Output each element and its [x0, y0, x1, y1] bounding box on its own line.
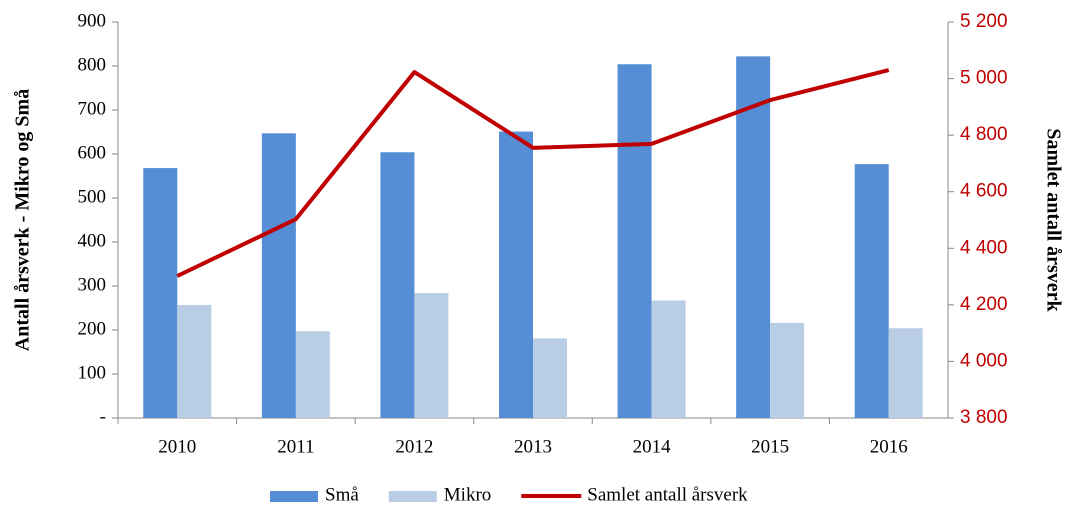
y2-tick-label: 4 200: [960, 294, 1008, 315]
y-tick-label: 400: [78, 230, 107, 251]
x-tick-label: 2012: [395, 436, 433, 457]
x-tick-label: 2013: [514, 436, 552, 457]
legend-label: Samlet antall årsverk: [587, 484, 748, 505]
legend-swatch: [388, 491, 437, 502]
bar: [736, 56, 771, 418]
bar: [651, 300, 686, 418]
y-tick-label: 600: [78, 142, 107, 163]
y-tick-label: 800: [78, 54, 107, 75]
y2-tick-label: 5 200: [960, 11, 1008, 32]
y2-tick-label: 4 000: [960, 350, 1008, 371]
bar: [380, 152, 415, 419]
bar: [533, 338, 567, 418]
y-tick-label: -: [100, 406, 106, 427]
legend-label: Mikro: [444, 484, 492, 505]
line-series: [176, 68, 890, 278]
bar: [295, 331, 330, 418]
y2-tick-label: 4 600: [960, 181, 1008, 202]
x-tick-label: 2016: [870, 436, 908, 457]
bar: [770, 322, 805, 418]
x-tick-label: 2014: [633, 436, 672, 457]
bar: [414, 293, 449, 418]
x-tick-label: 2011: [277, 436, 314, 457]
legend-label: Små: [325, 484, 359, 505]
bar: [854, 164, 889, 418]
y2-tick-label: 4 400: [960, 237, 1008, 258]
y2-tick-label: 5 000: [960, 68, 1008, 89]
y2-tick-label: 4 800: [960, 124, 1008, 145]
y-axis-title: Antall årsverk - Mikro og Små: [12, 89, 34, 351]
y-tick-label: 300: [78, 274, 107, 295]
legend-swatch: [270, 491, 318, 502]
bar: [177, 304, 212, 418]
bar: [261, 133, 296, 418]
y2-axis-title: Samlet antall årsverk: [1042, 128, 1064, 312]
bar: [143, 168, 178, 418]
bar: [888, 328, 923, 418]
y-tick-label: 200: [78, 318, 107, 339]
y-tick-label: 900: [78, 10, 107, 31]
x-tick-label: 2010: [158, 436, 196, 457]
y-tick-label: 100: [78, 362, 107, 383]
y2-tick-label: 3 800: [960, 407, 1008, 428]
x-tick-label: 2015: [751, 436, 789, 457]
y-tick-label: 700: [78, 98, 107, 119]
bar: [499, 131, 533, 418]
bar: [617, 64, 652, 419]
y-tick-label: 500: [78, 186, 107, 207]
